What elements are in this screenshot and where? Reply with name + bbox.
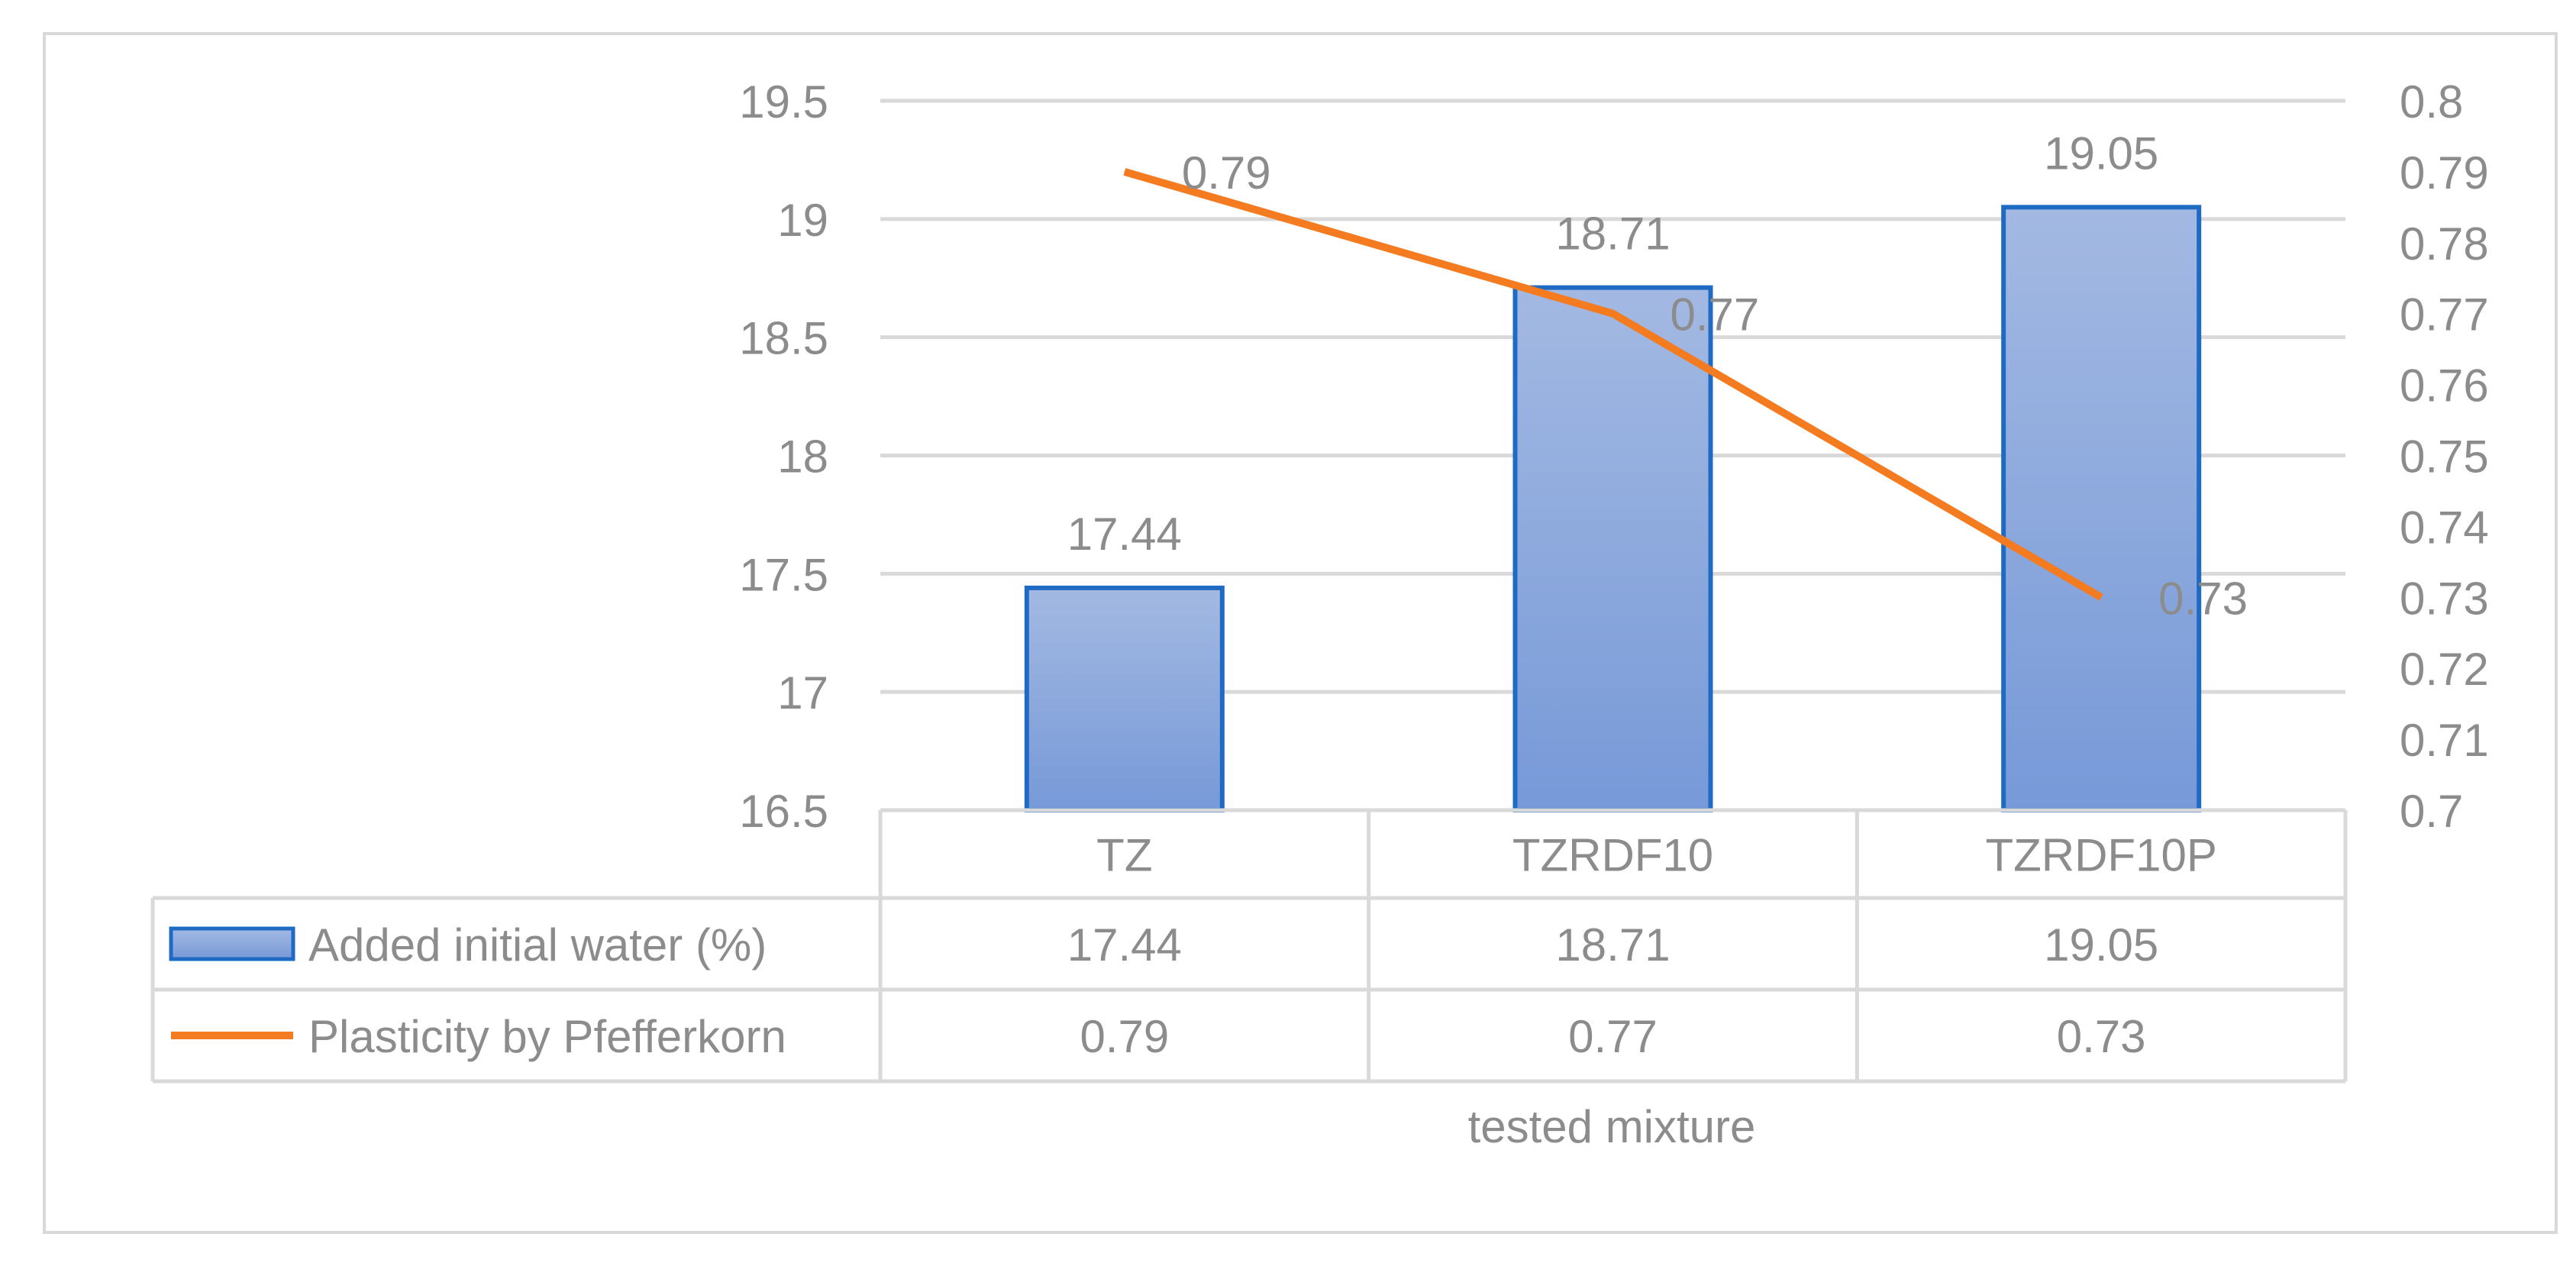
legend-series-name: Added initial water (%) (308, 919, 767, 971)
y-right-tick-label: 0.78 (2400, 218, 2489, 270)
y-right-tick-label: 0.75 (2400, 431, 2489, 483)
y-left-tick-label: 19 (777, 195, 828, 246)
y-left-tick-label: 19.5 (739, 76, 828, 128)
legend-series-name: Plasticity by Pfefferkorn (308, 1011, 786, 1062)
y-right-tick-label: 0.79 (2400, 147, 2489, 199)
table-cell-value: 18.71 (1555, 919, 1670, 971)
y-right-tick-label: 0.76 (2400, 360, 2489, 412)
category-label: TZRDF10 (1512, 830, 1713, 881)
legend-key-bar (169, 926, 295, 961)
bar-tzrdf10 (1512, 285, 1713, 812)
category-label: TZ (1096, 830, 1152, 881)
axes: 16.5 17 17.5 18 18.5 19 19.5 0.7 0.71 0.72 0.73 0.7… (739, 76, 2489, 837)
line-value-label: 0.79 (1182, 147, 1271, 199)
bar-tz (1024, 585, 1225, 812)
y-left-tick-label: 17.5 (739, 549, 828, 600)
data-table: TZ TZRDF10 TZRDF10P Added initial water (%)… (150, 808, 2348, 1084)
y-right-tick-label: 0.72 (2400, 644, 2489, 695)
plasticity-line (1123, 168, 2103, 601)
line-series (1123, 168, 2103, 601)
x-axis-title: tested mixture (1468, 1101, 1756, 1152)
bar-tzrdf10p (2001, 205, 2202, 813)
y-right-tick-label: 0.73 (2400, 573, 2489, 624)
bar-series (1024, 205, 2202, 813)
y-left-tick-label: 18 (777, 431, 828, 483)
y-left-tick-label: 18.5 (739, 313, 828, 364)
table-cell-value: 0.77 (1568, 1011, 1658, 1062)
y-right-tick-label: 0.77 (2400, 289, 2489, 341)
line-value-label: 0.77 (1671, 289, 1760, 341)
bar-value-label: 19.05 (2044, 128, 2158, 179)
y-right-tick-label: 0.8 (2400, 76, 2463, 128)
y-right-tick-label: 0.71 (2400, 715, 2489, 766)
table-cell-value: 0.73 (2057, 1011, 2146, 1062)
table-cell-value: 0.79 (1080, 1011, 1169, 1062)
table-cell-value: 19.05 (2044, 919, 2158, 971)
bar-value-label: 18.71 (1555, 208, 1670, 260)
data-labels: 17.44 18.71 19.05 0.79 0.77 0.73 (1067, 128, 2248, 624)
bar-value-label: 17.44 (1067, 509, 1182, 560)
line-value-label: 0.73 (2158, 573, 2248, 624)
y-left-tick-label: 17 (777, 667, 828, 719)
y-left-tick-label: 16.5 (739, 786, 828, 837)
category-label: TZRDF10P (1985, 830, 2216, 881)
y-right-tick-label: 0.7 (2400, 786, 2463, 837)
y-right-tick-label: 0.74 (2400, 502, 2489, 553)
table-cell-value: 17.44 (1067, 919, 1182, 971)
